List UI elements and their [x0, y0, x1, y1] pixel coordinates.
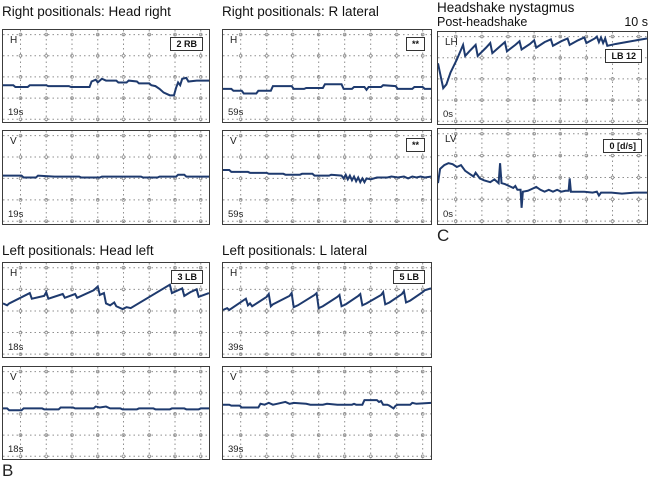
- chart-title-right-head-right: Right positionals: Head right: [2, 4, 171, 19]
- trace-panel-l-lateral-h: H 39s 5 LB: [222, 262, 432, 358]
- trace-panel-l-lateral-v: V 39s: [222, 366, 432, 460]
- measurement-badge: 2 RB: [170, 37, 203, 51]
- trace-panel-headshake-lv: LV 0s 0 [d/s]: [437, 128, 648, 225]
- chart-subtitle-post-headshake: Post-headshake: [437, 15, 528, 29]
- channel-label: H: [230, 35, 238, 46]
- time-label: 19s: [8, 209, 24, 220]
- trace-plot: [223, 30, 431, 122]
- chart-title-headshake: Headshake nystagmus: [437, 0, 575, 15]
- measurement-badge: LB 12: [605, 49, 642, 63]
- channel-label: H: [10, 268, 18, 279]
- channel-label: V: [230, 136, 237, 147]
- figure-label-b: B: [2, 461, 14, 480]
- channel-label: H: [10, 35, 18, 46]
- measurement-badge: **: [405, 37, 425, 51]
- measurement-badge: **: [405, 138, 425, 152]
- figure-label-c: C: [437, 226, 450, 245]
- trace-panel-head-left-v: V 18s: [2, 366, 210, 460]
- time-label: 18s: [8, 342, 24, 353]
- trace-plot: [438, 129, 647, 224]
- time-scale-label: 10 s: [624, 15, 648, 29]
- channel-label: V: [10, 372, 17, 383]
- trace-plot: [223, 131, 431, 224]
- time-label: 39s: [228, 342, 244, 353]
- measurement-badge: 5 LB: [393, 270, 425, 284]
- trace-panel-headshake-lh: LH 0s LB 12: [437, 31, 648, 125]
- channel-label: H: [230, 268, 238, 279]
- trace-plot: [438, 32, 647, 124]
- time-label: 0s: [443, 109, 454, 120]
- measurement-badge: 0 [d/s]: [603, 139, 642, 153]
- trace-plot: [223, 263, 431, 357]
- time-label: 0s: [443, 209, 454, 220]
- trace-plot: [3, 131, 209, 224]
- chart-title-right-r-lateral: Right positionals: R lateral: [222, 4, 379, 19]
- channel-label: V: [230, 372, 237, 383]
- trace-plot: [3, 263, 209, 357]
- channel-label: LV: [445, 134, 457, 145]
- trace-plot: [3, 367, 209, 459]
- time-label: 39s: [228, 444, 244, 455]
- trace-plot: [3, 30, 209, 122]
- chart-title-left-head-left: Left positionals: Head left: [2, 243, 154, 258]
- time-label: 59s: [228, 209, 244, 220]
- measurement-badge: 3 LB: [171, 270, 203, 284]
- chart-title-left-l-lateral: Left positionals: L lateral: [222, 243, 368, 258]
- channel-label: LH: [445, 37, 458, 48]
- trace-panel-head-left-h: H 18s 3 LB: [2, 262, 210, 358]
- trace-plot: [223, 367, 431, 459]
- trace-panel-head-right-h: H 19s 2 RB: [2, 29, 210, 123]
- time-label: 59s: [228, 107, 244, 118]
- time-label: 19s: [8, 107, 24, 118]
- trace-panel-r-lateral-v: V 59s **: [222, 130, 432, 225]
- trace-panel-r-lateral-h: H 59s **: [222, 29, 432, 123]
- time-label: 18s: [8, 444, 24, 455]
- channel-label: V: [10, 136, 17, 147]
- trace-panel-head-right-v: V 19s: [2, 130, 210, 225]
- headshake-header: Headshake nystagmus Post-headshake 10 s: [437, 0, 648, 29]
